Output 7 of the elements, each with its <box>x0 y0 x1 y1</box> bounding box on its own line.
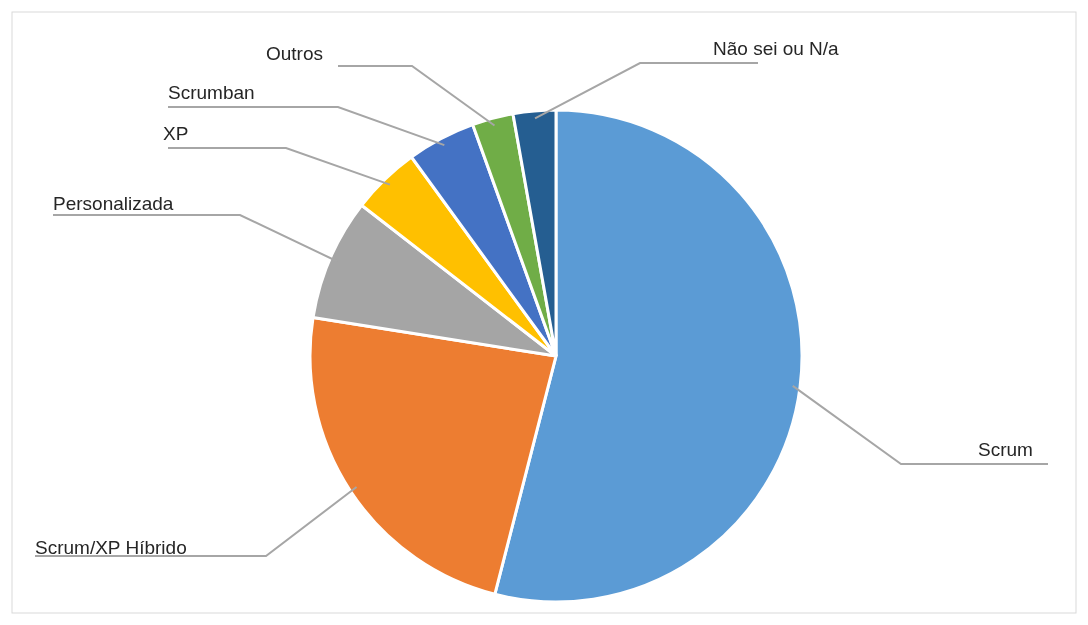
slice-label: Scrumban <box>168 82 255 103</box>
slice-label: Outros <box>266 43 324 64</box>
slice-label: Scrum/XP Híbrido <box>35 537 187 558</box>
slice-label: Personalizada <box>53 193 174 214</box>
slice-label: Scrum <box>978 439 1033 460</box>
slice-label: XP <box>163 123 189 144</box>
slice-label: Não sei ou N/a <box>713 38 840 59</box>
